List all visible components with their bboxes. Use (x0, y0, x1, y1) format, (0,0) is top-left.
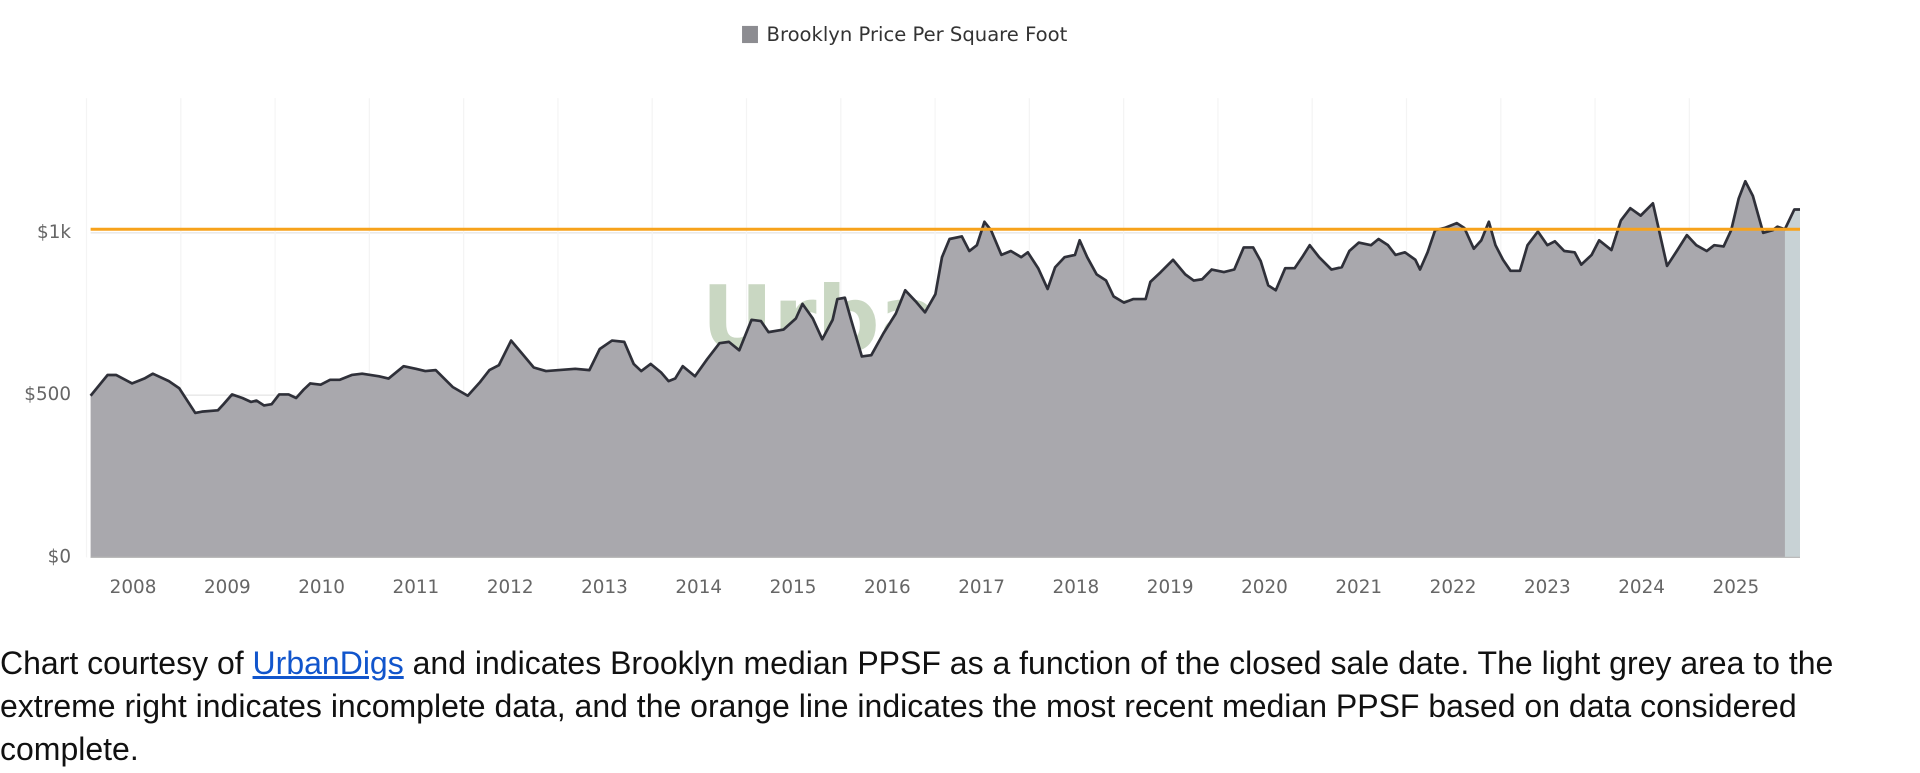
chart: Brooklyn Price Per Square Foot $0 $500 $1k… (24, 23, 1800, 598)
caption-text: and indicates Brooklyn median PPSF as a … (0, 645, 1834, 767)
y-tick-label: $500 (24, 384, 71, 405)
x-tick-label: 2009 (204, 577, 251, 598)
x-tick-label: 2018 (1053, 577, 1100, 598)
incomplete-region (1784, 181, 1800, 558)
x-tick-label: 2016 (864, 577, 911, 598)
x-tick-label: 2021 (1335, 577, 1382, 598)
caption-link[interactable]: UrbanDigs (252, 645, 404, 681)
x-tick-label: 2010 (298, 577, 345, 598)
y-tick-label: $1k (37, 222, 71, 243)
line (89, 179, 1800, 415)
x-tick-label: 2008 (110, 577, 157, 598)
x-tick-label: 2020 (1241, 577, 1288, 598)
x-tick-label: 2024 (1618, 577, 1665, 598)
x-tick-label: 2025 (1713, 577, 1760, 598)
x-tick-label: 2017 (958, 577, 1005, 598)
x-tick-label: 2019 (1147, 577, 1194, 598)
x-tick-label: 2023 (1524, 577, 1571, 598)
legend-swatch (742, 25, 758, 44)
x-tick-label: 2012 (487, 577, 534, 598)
area (90, 181, 1800, 558)
legend-label: Brooklyn Price Per Square Foot (767, 23, 1068, 46)
caption-text: Chart courtesy of (0, 645, 253, 681)
x-tick-label: 2011 (393, 577, 440, 598)
caption: Chart courtesy of UrbanDigs and indicate… (0, 642, 1915, 771)
x-tick-label: 2022 (1430, 577, 1477, 598)
x-tick-label: 2014 (675, 577, 722, 598)
x-tick-label: 2015 (770, 577, 817, 598)
y-tick-label: $0 (48, 546, 71, 567)
x-tick-label: 2013 (581, 577, 628, 598)
